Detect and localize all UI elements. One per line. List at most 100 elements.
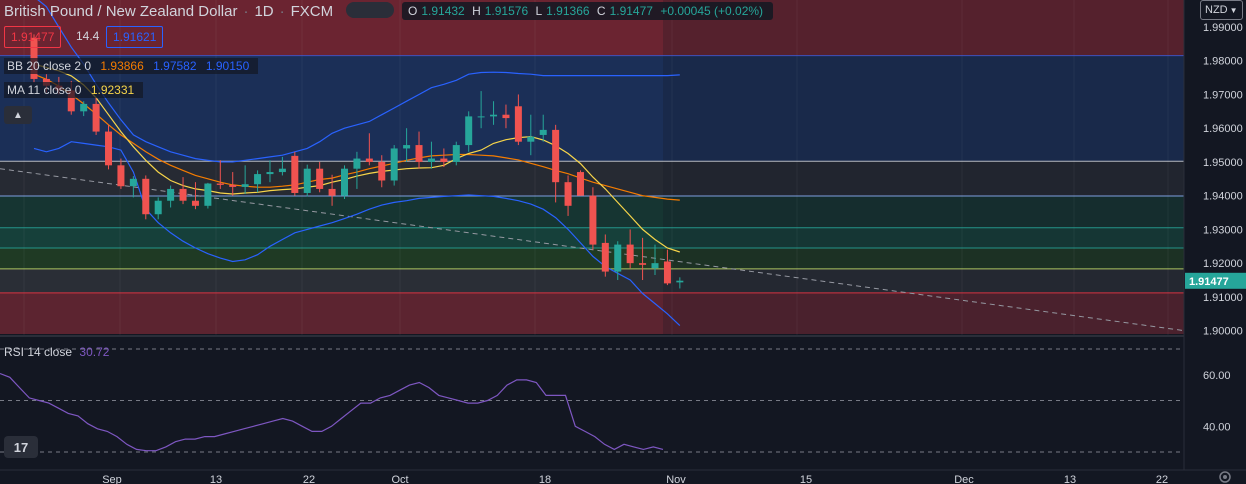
candle-body-36	[477, 116, 485, 118]
bb-lower-line	[33, 141, 681, 327]
price-tick-label-2: 1.97000	[1203, 89, 1243, 101]
future-region-shade	[663, 0, 1184, 334]
time-tick-label-7: Dec	[954, 474, 974, 484]
symbol-title[interactable]: British Pound / New Zealand Dollar	[4, 2, 238, 20]
bb-basis-value: 1.93866	[100, 59, 144, 73]
trendline	[0, 168, 1185, 332]
ma-legend[interactable]: MA 11 close 0 1.92331	[4, 82, 144, 98]
candle-body-33	[440, 158, 448, 162]
ohlc-readout: O 1.91432 H 1.91576 L 1.91366 C 1.91477 +0.0…	[402, 2, 774, 20]
candle-body-4	[80, 103, 88, 112]
time-tick-label-4: 18	[539, 474, 551, 484]
rsi-value: 30.72	[79, 345, 110, 359]
candle-body-29	[390, 148, 398, 181]
high-label: H	[472, 4, 481, 18]
candle-body-11	[167, 188, 175, 201]
ma-value: 1.92331	[90, 83, 135, 97]
separator: ·	[279, 2, 285, 20]
candle-body-28	[378, 161, 386, 181]
current-price-tag	[1185, 272, 1246, 289]
price-tick-label-6: 1.93000	[1203, 224, 1243, 236]
candle-body-42	[552, 129, 560, 183]
spread-label: 14.4	[76, 29, 100, 43]
close-value: 1.91477	[609, 4, 653, 18]
rsi-line	[0, 372, 664, 452]
tradingview-logo[interactable]: 17	[4, 436, 38, 458]
time-tick-label-8: 13	[1064, 474, 1076, 484]
rsi-pane-background	[0, 337, 1184, 470]
time-tick-label-3: Oct	[391, 474, 408, 484]
time-tick-label-0: Sep	[102, 474, 122, 484]
chevron-up-icon: ▲	[13, 109, 23, 121]
rsi-tick-label-0: 60.00	[1203, 370, 1231, 382]
candle-body-32	[427, 158, 435, 162]
candle-body-8	[129, 178, 137, 187]
bb-lower-value: 1.90150	[205, 59, 250, 73]
price-axis-background	[1184, 0, 1246, 470]
candle-body-9	[142, 178, 150, 215]
candle-body-22	[303, 168, 311, 193]
price-tick-label-1: 1.98000	[1203, 56, 1243, 68]
open-value: 1.91432	[421, 4, 465, 18]
candle-body-50	[651, 263, 659, 269]
time-tick-label-5: Nov	[666, 474, 686, 484]
buy-button[interactable]: 1.91621	[106, 26, 164, 48]
price-zone-6	[0, 268, 1184, 293]
rsi-legend-label: RSI 14 close	[4, 345, 73, 359]
candle-body-40	[527, 136, 535, 142]
current-price-label: 1.91477	[1189, 276, 1229, 288]
candle-body-37	[490, 114, 498, 117]
separator: ·	[243, 2, 249, 20]
candle-body-5	[92, 103, 100, 132]
price-tick-label-3: 1.96000	[1203, 123, 1243, 135]
candle-body-26	[353, 158, 361, 169]
candle-body-6	[105, 131, 113, 166]
rsi-legend[interactable]: RSI 14 close 30.72	[4, 345, 109, 359]
candle-body-46	[601, 242, 609, 272]
time-tick-label-6: 15	[800, 474, 812, 484]
candle-body-21	[291, 155, 299, 193]
candle-body-16	[229, 184, 237, 187]
bb-upper-value: 1.97582	[153, 59, 197, 73]
candle-body-43	[564, 182, 572, 206]
price-tick-label-7: 1.92000	[1203, 258, 1243, 270]
candle-body-39	[514, 106, 522, 142]
candle-body-14	[204, 183, 212, 206]
candle-body-51	[663, 261, 671, 284]
time-tick-label-2: 22	[303, 474, 315, 484]
candle-body-3	[67, 90, 75, 112]
tradingview-logo-icon: 17	[13, 439, 29, 455]
candle-body-18	[254, 174, 262, 185]
interval-label[interactable]: 1D	[254, 2, 274, 20]
low-value: 1.91366	[546, 4, 590, 18]
price-zone-7	[0, 292, 1184, 334]
currency-dropdown[interactable]: NZD ▼	[1200, 0, 1243, 20]
candle-body-12	[179, 188, 187, 201]
candle-body-7	[117, 165, 125, 187]
ma-legend-label: MA 11 close 0	[7, 83, 82, 97]
exchange-label: FXCM	[290, 2, 334, 20]
candle-body-34	[452, 145, 460, 162]
market-status-pill[interactable]	[346, 2, 394, 18]
candle-body-15	[216, 183, 224, 185]
bb-upper-line	[37, 0, 680, 163]
candle-body-31	[415, 145, 423, 162]
close-label: C	[596, 4, 606, 18]
gear-icon[interactable]	[1218, 470, 1232, 484]
high-value: 1.91576	[484, 4, 529, 18]
bb-legend[interactable]: BB 20 close 2 0 1.93866 1.97582 1.90150	[4, 58, 259, 74]
low-label: L	[535, 4, 543, 18]
price-tick-label-9: 1.90000	[1203, 326, 1243, 338]
price-tick-label-4: 1.95000	[1203, 157, 1243, 169]
candle-body-35	[465, 116, 473, 146]
price-tick-label-5: 1.94000	[1203, 191, 1243, 203]
candle-body-48	[626, 244, 634, 264]
collapse-legend-button[interactable]: ▲	[4, 106, 32, 124]
open-label: O	[408, 4, 418, 18]
candle-body-47	[614, 244, 622, 272]
sell-button[interactable]: 1.91477	[4, 26, 62, 48]
candle-body-20	[278, 168, 286, 173]
chart-header: British Pound / New Zealand Dollar · 1D …	[4, 0, 333, 22]
candle-body-13	[191, 200, 199, 206]
